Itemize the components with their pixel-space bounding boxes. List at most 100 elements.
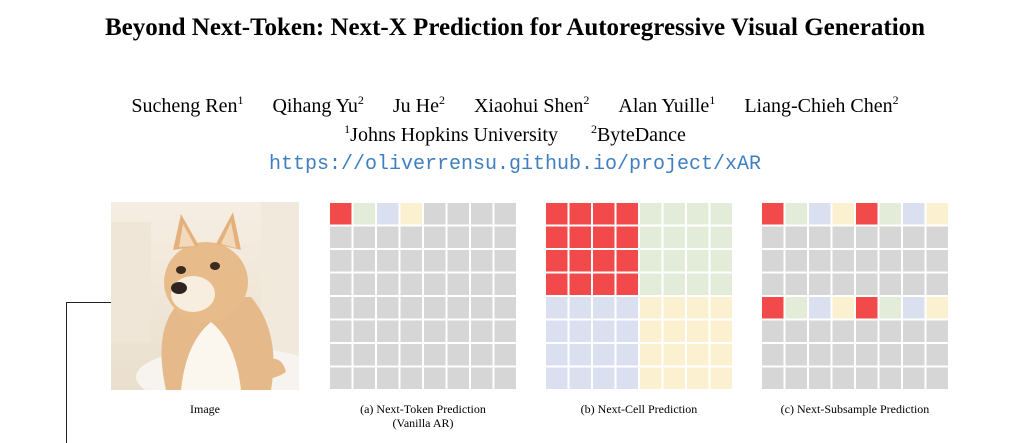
grid-token [687,297,709,319]
grid-token [663,226,685,248]
author: Xiaohui Shen2 [473,93,590,117]
grid-token [400,320,422,342]
grid-token [640,320,662,342]
grid-token [447,367,469,389]
grid-token [377,226,399,248]
grid-token [879,320,901,342]
grid-token [377,203,399,225]
grid-token [640,226,662,248]
grid-token [494,250,516,272]
grid-token [832,226,854,248]
grid-token [330,320,352,342]
image-caption: Image [190,402,220,416]
grid-token [447,226,469,248]
project-url[interactable]: https://oliverrensu.github.io/project/xA… [268,153,762,176]
grid-token [616,250,638,272]
grid-token [424,203,446,225]
grid-token [710,367,732,389]
grid-token [471,367,493,389]
grid-token [663,367,685,389]
affiliation: 1Johns Hopkins University [344,122,558,146]
grid-token [377,344,399,366]
grid-token [353,226,375,248]
figure-connector-line [66,302,111,443]
grid-token [856,273,878,295]
grid-token [494,320,516,342]
grid-token [832,203,854,225]
author: Alan Yuille1 [618,93,716,117]
grid-token [400,344,422,366]
grid-token [879,203,901,225]
grid-token [832,344,854,366]
grid-token [330,367,352,389]
grid-token [424,226,446,248]
grid-token [471,344,493,366]
grid-token [832,273,854,295]
grid-token [400,273,422,295]
grid-token [687,273,709,295]
grid-token [785,367,807,389]
affiliation-list: 1Johns Hopkins University 2ByteDance [0,122,1030,147]
next-subsample-grid [761,202,949,390]
grid-token [903,367,925,389]
author: Liang-Chieh Chen2 [744,93,899,117]
grid-token [447,250,469,272]
grid-token [926,344,948,366]
grid-token [809,226,831,248]
grid-token [663,203,685,225]
grid-token [926,250,948,272]
grid-token [593,297,615,319]
grid-token [569,367,591,389]
affiliation: 2ByteDance [590,122,686,146]
grid-token [856,367,878,389]
panel-c-caption: (c) Next-Subsample Prediction [780,402,930,416]
grid-token [710,226,732,248]
grid-token [330,344,352,366]
grid-token [687,320,709,342]
grid-token [832,297,854,319]
grid-token [903,320,925,342]
grid-token [546,273,568,295]
grid-token [809,344,831,366]
grid-token [879,226,901,248]
grid-token [762,203,784,225]
grid-token [616,273,638,295]
grid-token [353,250,375,272]
grid-token [879,367,901,389]
grid-token [640,297,662,319]
grid-token [593,226,615,248]
grid-token [377,273,399,295]
grid-token [663,250,685,272]
grid-token [494,226,516,248]
grid-token [879,250,901,272]
grid-token [926,320,948,342]
paper-title: Beyond Next-Token: Next-X Prediction for… [104,14,926,41]
grid-token [330,203,352,225]
grid-token [569,297,591,319]
grid-token [330,250,352,272]
grid-token [856,250,878,272]
grid-token [856,226,878,248]
grid-token [640,250,662,272]
grid-token [710,250,732,272]
grid-token [710,344,732,366]
grid-token [593,367,615,389]
author-list: Sucheng Ren1 Qihang Yu2 Ju He2 Xiaohui S… [0,93,1030,118]
grid-token [785,226,807,248]
grid-token [494,344,516,366]
grid-token [377,297,399,319]
grid-token [710,273,732,295]
grid-token [710,297,732,319]
grid-token [424,250,446,272]
grid-token [569,344,591,366]
grid-token [424,344,446,366]
grid-token [353,203,375,225]
author: Sucheng Ren1 [131,93,244,117]
grid-token [785,297,807,319]
grid-token [762,273,784,295]
grid-token [785,273,807,295]
grid-token [569,273,591,295]
grid-token [593,320,615,342]
grid-token [687,250,709,272]
grid-token [494,367,516,389]
